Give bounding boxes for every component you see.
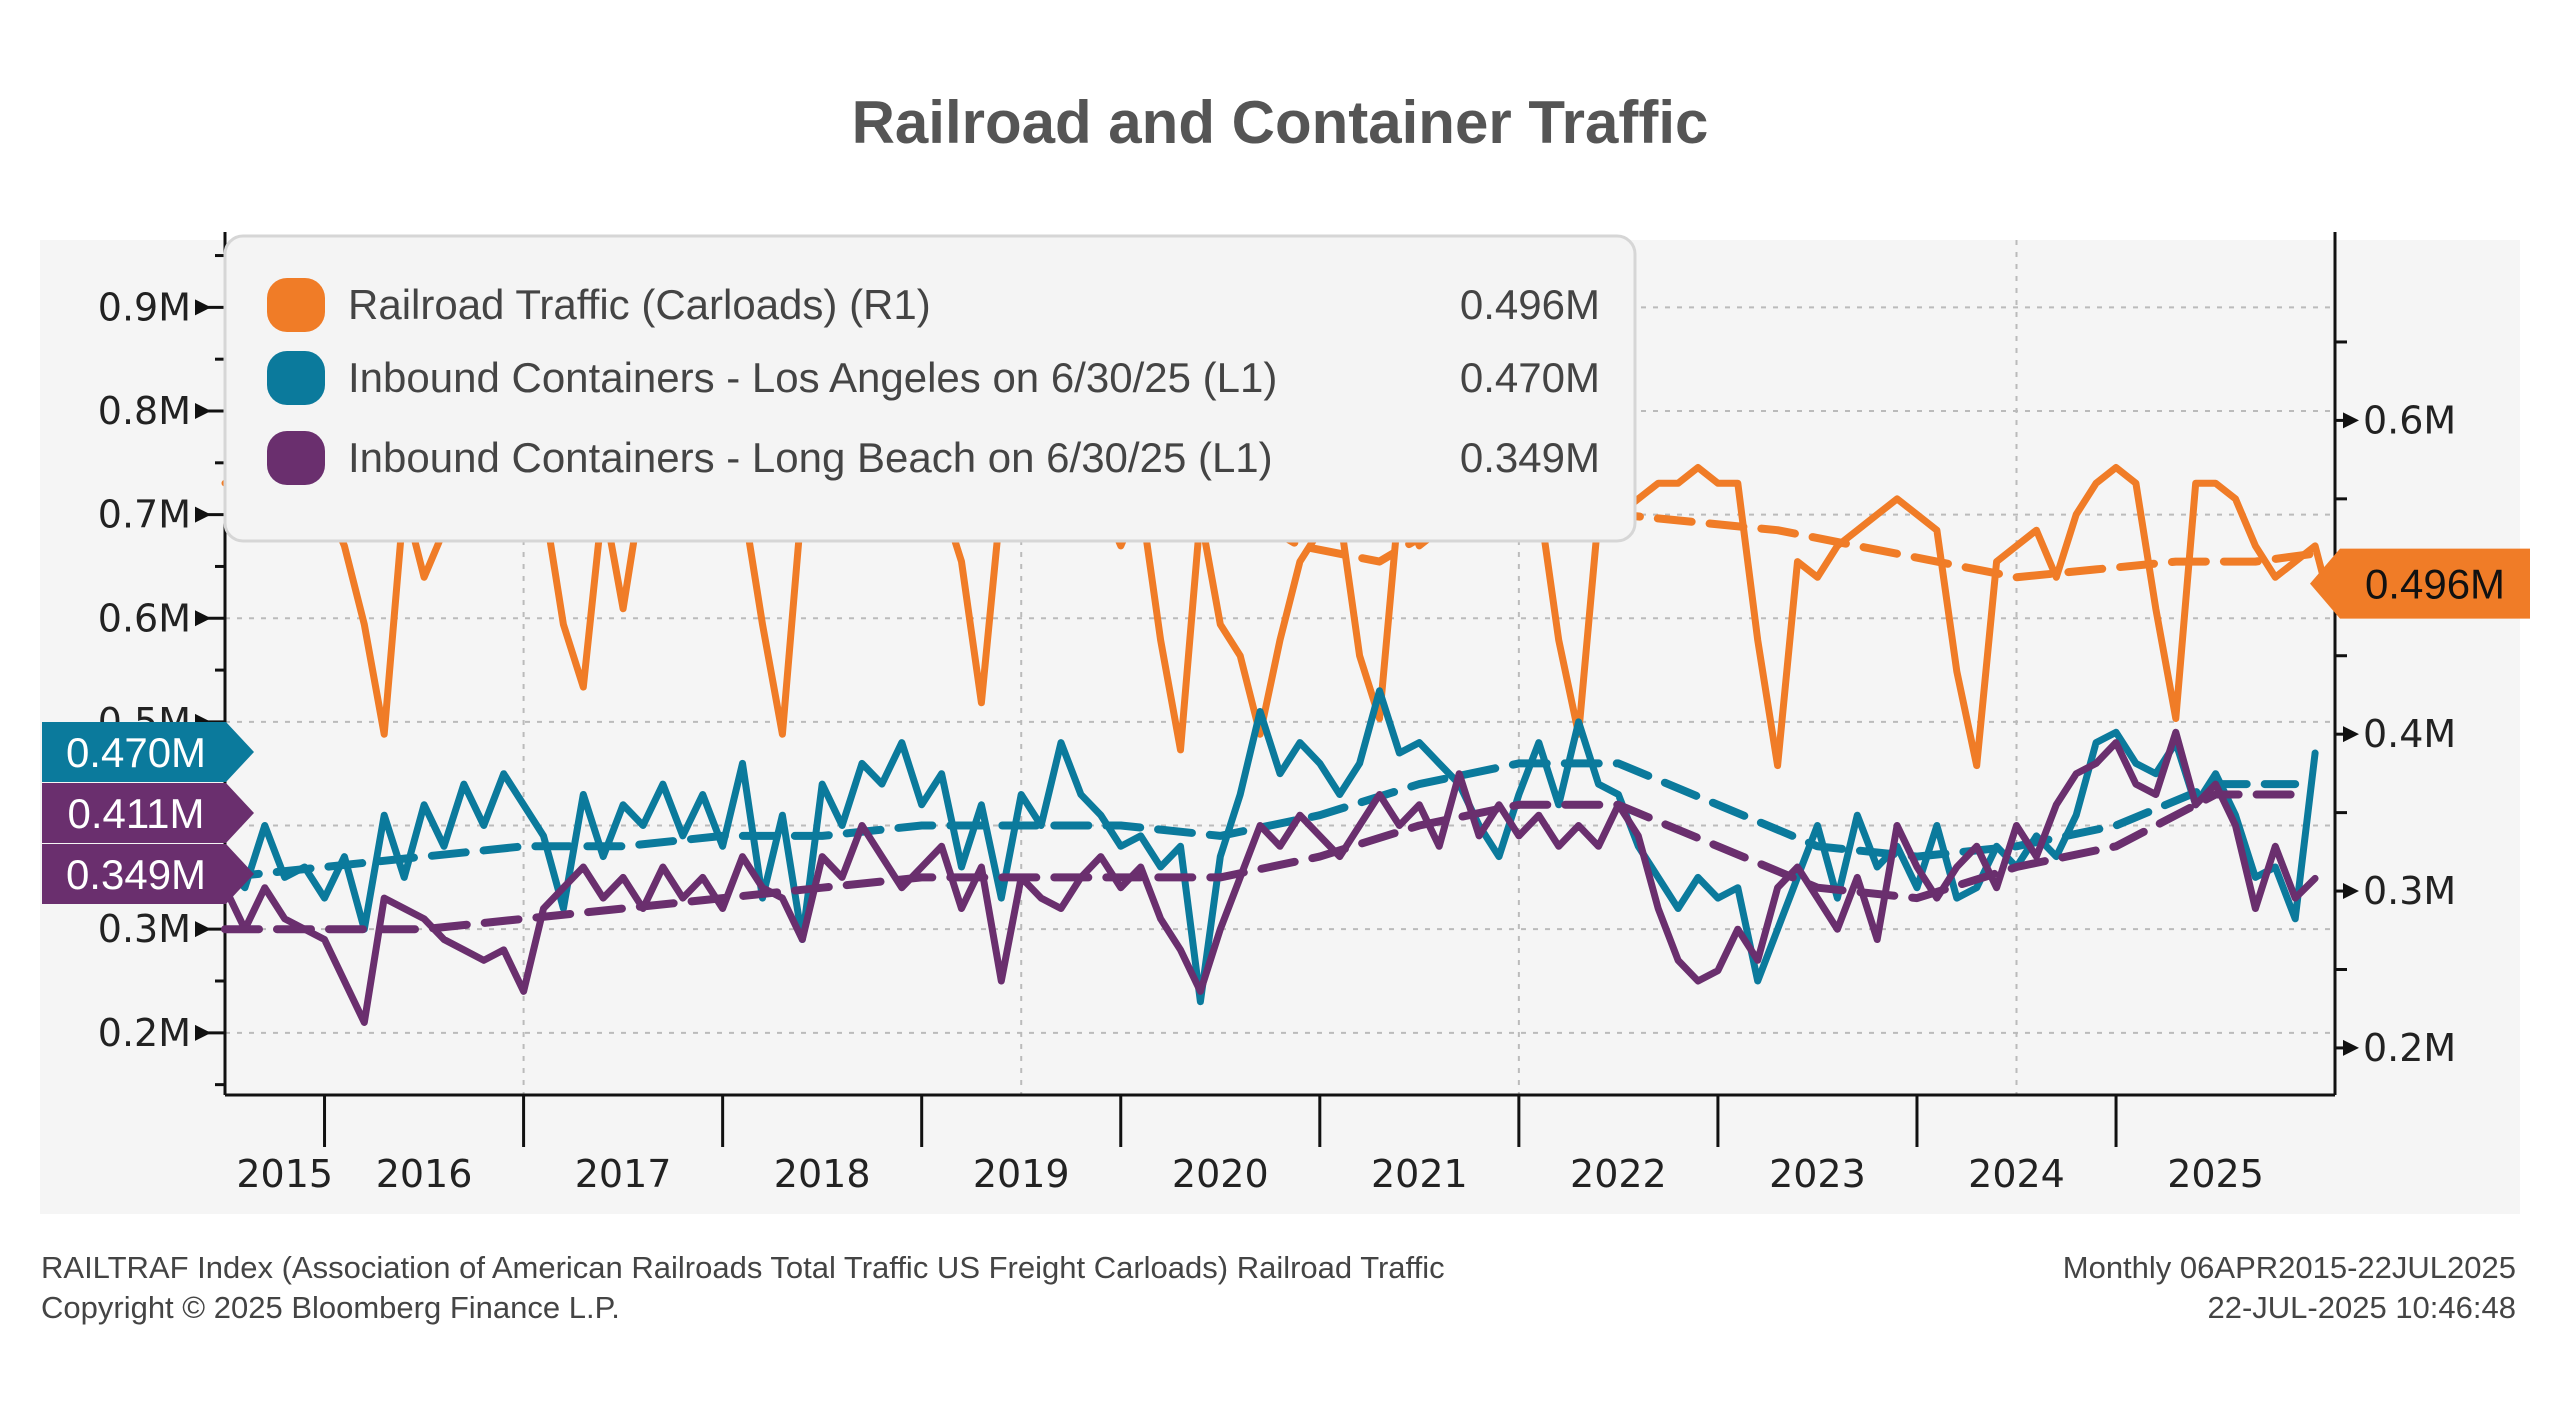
series-line-inbound-containers-los-angeles: [221, 687, 2319, 1006]
last-value-tag-label: 0.349M: [66, 851, 206, 898]
x-tick-label-2019: 2019: [973, 1152, 1070, 1196]
last-value-tag-0.411M: 0.411M: [42, 783, 254, 843]
right-tick-arrow: [2343, 726, 2359, 743]
legend-box: [223, 234, 1637, 543]
footer-copyright: Copyright © 2025 Bloomberg Finance L.P.: [41, 1290, 620, 1325]
left-tick-arrow: [195, 921, 211, 938]
series-line-inbound-containers-long-beach-trend: [221, 790, 2300, 934]
right-tick-arrow: [2343, 412, 2359, 429]
left-tick-label: 0.8M: [98, 389, 191, 433]
footer-meta: Monthly 06APR2015-22JUL2025 22-JUL-2025 …: [2063, 1248, 2516, 1328]
series-lines: [221, 464, 2329, 1026]
last-value-tag-0.470M: 0.470M: [42, 722, 254, 782]
legend-swatch: [267, 351, 325, 405]
x-tick-label-2022: 2022: [1570, 1152, 1667, 1196]
legend-swatch: [267, 431, 325, 485]
left-tick-label: 0.9M: [98, 285, 191, 329]
last-value-tag-bg: [2310, 548, 2530, 619]
legend-label: Inbound Containers - Long Beach on 6/30/…: [348, 434, 1273, 481]
last-value-tags: 0.496M 0.470M 0.411M 0.349M: [42, 548, 2530, 904]
left-tick-arrow: [195, 299, 211, 316]
series-line-railroad-traffic-carloads-trend: [1216, 494, 2329, 582]
legend-label: Railroad Traffic (Carloads) (R1): [348, 281, 931, 328]
last-value-tag-bg: [42, 783, 254, 843]
footer-source: RAILTRAF Index (Association of American …: [41, 1248, 1445, 1328]
last-value-tag-0.349M: 0.349M: [42, 844, 254, 904]
right-tick-label: 0.3M: [2363, 869, 2456, 913]
last-value-tag-label: 0.496M: [2365, 561, 2505, 608]
legend: Railroad Traffic (Carloads) (R1) 0.496M In…: [223, 234, 1637, 543]
last-value-tag-bg: [42, 844, 254, 904]
series-line-inbound-containers-long-beach: [221, 728, 2319, 1026]
left-tick-label: 0.6M: [98, 596, 191, 640]
left-tick-label: 0.7M: [98, 493, 191, 537]
left-tick-label: 0.2M: [98, 1011, 191, 1055]
x-tick-label-2015: 2015: [236, 1152, 333, 1196]
right-tick-label: 0.4M: [2363, 712, 2456, 756]
x-tick-label-2018: 2018: [774, 1152, 871, 1196]
series-line-railroad-traffic-carloads: [221, 464, 2329, 770]
right-tick-arrow: [2343, 883, 2359, 900]
legend-value: 0.496M: [1460, 281, 1600, 328]
x-tick-label-2020: 2020: [1172, 1152, 1269, 1196]
left-tick-label: 0.3M: [98, 907, 191, 951]
x-tick-label-2017: 2017: [575, 1152, 672, 1196]
last-value-tag-label: 0.411M: [68, 790, 205, 837]
last-value-tag-label: 0.470M: [66, 729, 206, 776]
x-tick-label-2021: 2021: [1371, 1152, 1468, 1196]
left-tick-arrow: [195, 1024, 211, 1041]
footer-date-range: Monthly 06APR2015-22JUL2025: [2062, 1250, 2516, 1285]
x-tick-label-2023: 2023: [1769, 1152, 1866, 1196]
right-tick-label: 0.6M: [2363, 398, 2456, 442]
right-tick-label: 0.2M: [2363, 1026, 2456, 1070]
legend-value: 0.470M: [1460, 354, 1600, 401]
last-value-tag-0.496M: 0.496M: [2310, 548, 2530, 619]
last-value-tag-bg: [42, 722, 254, 782]
chart-title: Railroad and Container Traffic: [851, 89, 1709, 156]
legend-swatch: [267, 278, 325, 332]
footer-source-line: RAILTRAF Index (Association of American …: [41, 1250, 1445, 1285]
left-tick-arrow: [195, 610, 211, 627]
left-tick-arrow: [195, 506, 211, 523]
x-tick-label-2025: 2025: [2167, 1152, 2264, 1196]
footer-timestamp: 22-JUL-2025 10:46:48: [2207, 1290, 2516, 1325]
x-tick-label-2024: 2024: [1968, 1152, 2065, 1196]
right-tick-arrow: [2343, 1039, 2359, 1056]
series-line-inbound-containers-los-angeles-trend: [221, 759, 2300, 882]
x-tick-label-2016: 2016: [376, 1152, 473, 1196]
legend-value: 0.349M: [1460, 434, 1600, 481]
left-tick-arrow: [195, 403, 211, 419]
legend-label: Inbound Containers - Los Angeles on 6/30…: [348, 354, 1277, 401]
